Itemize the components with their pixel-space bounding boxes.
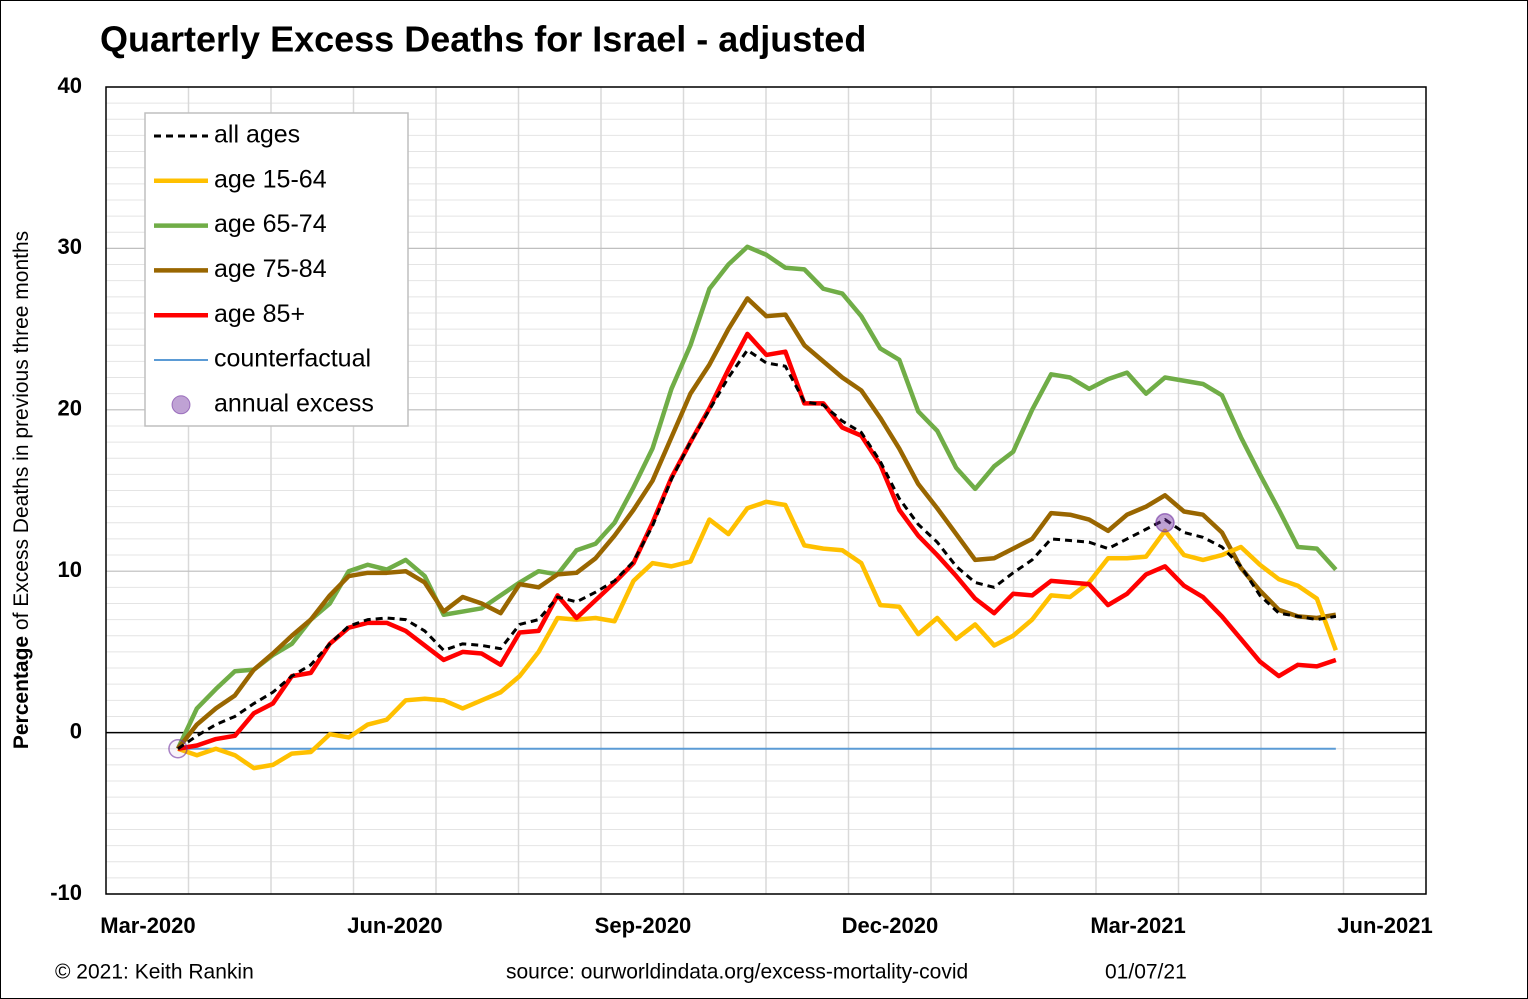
- y-axis-label-rest: of Excess Deaths in previous three month…: [10, 231, 33, 630]
- legend-label: age 15-64: [214, 165, 327, 193]
- footer-date: 01/07/21: [1105, 961, 1187, 984]
- legend-label: age 75-84: [214, 255, 327, 283]
- y-axis-label-bold: Percentage: [10, 636, 33, 749]
- annual-excess-point: [168, 738, 188, 759]
- legend-label: counterfactual: [214, 345, 371, 373]
- y-tick-label: 0: [70, 718, 82, 743]
- series-line: [175, 244, 1338, 750]
- chart-title: Quarterly Excess Deaths for Israel - adj…: [100, 19, 866, 60]
- plot-border: [105, 86, 1427, 895]
- legend-label: annual excess: [214, 389, 374, 417]
- y-tick-label: -10: [50, 880, 82, 905]
- legend-label: all ages: [214, 121, 300, 149]
- x-tick-label: Jun-2021: [1337, 913, 1432, 938]
- y-tick-label: 20: [58, 396, 82, 421]
- series-line: [177, 499, 1338, 771]
- series-line: [176, 296, 1337, 751]
- y-tick-label: 10: [58, 557, 82, 582]
- y-tick-label: 30: [58, 234, 82, 259]
- series-line: [177, 331, 1337, 751]
- annual-excess-point: [1155, 513, 1175, 533]
- x-tick-label: Sep-2020: [595, 913, 692, 938]
- footer-source: source: ourworldindata.org/excess-mortal…: [506, 961, 968, 984]
- legend-marker: [171, 395, 191, 415]
- legend-label: age 85+: [214, 300, 305, 328]
- x-tick-label: Jun-2020: [347, 913, 442, 938]
- x-tick-label: Dec-2020: [842, 913, 939, 938]
- y-axis-label: Percentage of Excess Deaths in previous …: [10, 231, 33, 749]
- x-tick-label: Mar-2021: [1090, 913, 1185, 938]
- legend-label: age 65-74: [214, 210, 327, 238]
- x-tick-label: Mar-2020: [100, 913, 195, 938]
- y-tick-label: 40: [58, 73, 82, 98]
- footer-credit: © 2021: Keith Rankin: [55, 961, 254, 984]
